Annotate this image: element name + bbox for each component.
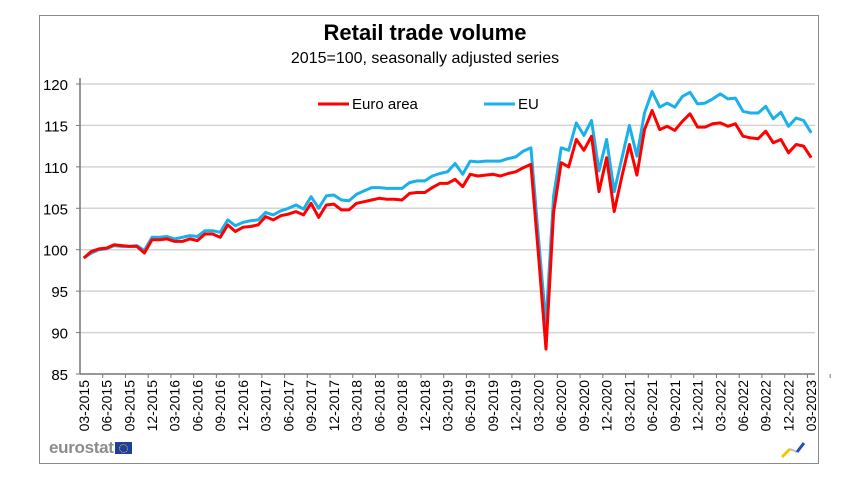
x-tick-label: 03-2015 [76,380,92,432]
x-tick-label: 03-2023 [803,380,819,432]
x-tick-label: 03-2019 [440,380,456,432]
x-tick-label: 09-2018 [394,380,410,432]
y-tick-label: 100 [43,243,68,260]
y-tick-label: 85 [51,367,68,384]
x-tick-label: 12-2020 [599,380,615,432]
x-tick-label: 12-2015 [144,380,160,432]
eu-flag-icon [114,442,132,454]
x-tick-label: 12-2017 [326,380,342,432]
x-tick-label: 09-2016 [212,380,228,432]
y-tick-label: 95 [51,284,68,301]
x-tick-label: 06-2020 [553,380,569,432]
x-tick-label: 09-2015 [121,380,137,432]
x-tick-label: 06-2017 [280,380,296,432]
x-tick-label: 12-2022 [780,380,796,432]
brand-mark-icon [795,442,806,453]
chart-subtitle: 2015=100, seasonally adjusted series [290,50,560,67]
chart-frame [39,15,819,464]
legend-label: EU [518,96,539,113]
series-line-eu [82,90,813,326]
x-tick-label: 09-2020 [576,380,592,432]
y-tick-label: 105 [43,201,68,218]
x-tick-label: 09-2019 [485,380,501,432]
x-tick-label: 03-2020 [530,380,546,432]
x-tick-label: 09-2021 [667,380,683,432]
x-tick-label: 06-2018 [371,380,387,432]
y-tick-label: 110 [44,160,68,177]
x-tick-label: 03-2017 [258,380,274,432]
x-tick-label: 06-2021 [644,380,660,432]
x-tick-label: 06-2019 [462,380,478,432]
chart-title: Retail trade volume [323,20,527,45]
brand-mark-icon [789,448,798,453]
eurostat-logo: eurostat [49,438,132,458]
logo-text: eurostat [49,438,114,457]
series-line-euro-area [82,109,813,351]
y-tick-label: 90 [51,326,68,343]
x-tick-label: 12-2016 [235,380,251,432]
x-tick-label: 06-2016 [189,380,205,432]
x-tick-label: 12-2018 [417,380,433,432]
x-tick-label: 03-2022 [712,380,728,432]
y-tick-label: 120 [43,77,68,94]
x-tick-label: 03-2016 [167,380,183,432]
x-tick-label: 06-2022 [735,380,751,432]
x-tick-label: 12-2021 [690,380,706,432]
y-tick-label: 115 [44,118,68,135]
x-tick-label: 09-2017 [303,380,319,432]
x-tick-label: 03-2021 [621,380,637,432]
brand-mark-icon [780,447,792,459]
x-tick-label: 03-2018 [349,380,365,432]
x-tick-label: 12-2019 [508,380,524,432]
x-tick-label: 06-2015 [99,380,115,432]
x-tick-label: 09-2022 [758,380,774,432]
legend-label: Euro area [352,96,419,113]
